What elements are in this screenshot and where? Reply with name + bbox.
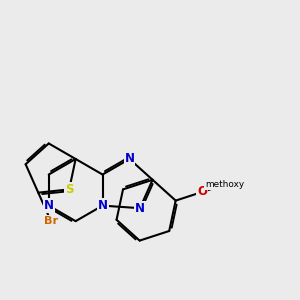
Text: S: S [65, 183, 74, 196]
Text: N: N [124, 152, 134, 166]
Text: O: O [197, 185, 207, 198]
Text: N: N [98, 199, 108, 212]
Text: N: N [135, 202, 145, 215]
Text: N: N [44, 199, 54, 212]
Text: Br: Br [44, 216, 58, 226]
Text: methoxy: methoxy [205, 180, 244, 189]
